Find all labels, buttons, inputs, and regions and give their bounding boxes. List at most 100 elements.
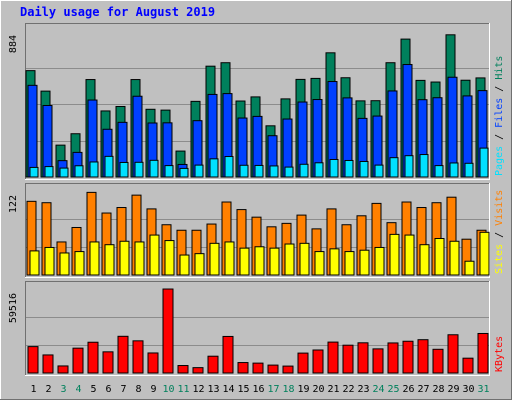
legend-hits: Pages / Files / Hits: [494, 56, 505, 176]
day-label: 25: [387, 384, 399, 395]
bar-sites: [149, 234, 160, 276]
day-label: 14: [222, 384, 234, 395]
bar-kbytes: [417, 339, 429, 374]
bar-pages: [269, 165, 279, 178]
day-label: 2: [45, 384, 51, 395]
bar-sites: [449, 240, 460, 276]
day-label: 4: [75, 384, 81, 395]
bar-kbytes: [462, 357, 474, 374]
bar-kbytes: [267, 364, 279, 374]
bar-pages: [359, 160, 369, 178]
day-label: 15: [237, 384, 249, 395]
panel-hits: 884 Pages / Files / Hits: [8, 23, 505, 180]
bar-pages: [254, 164, 264, 178]
y-max-label: 122: [8, 195, 19, 213]
day-label: 24: [372, 384, 384, 395]
bar-sites: [29, 250, 40, 276]
bar-sites: [239, 247, 250, 276]
bar-kbytes: [327, 341, 339, 374]
bar-sites: [299, 242, 310, 276]
chart-title: Daily usage for August 2019: [20, 5, 215, 19]
bar-pages: [419, 154, 429, 178]
legend-separator: /: [494, 128, 505, 146]
bar-kbytes: [162, 288, 174, 374]
bar-sites: [59, 252, 70, 276]
bar-pages: [29, 166, 39, 178]
day-label: 17: [267, 384, 279, 395]
day-label: 22: [342, 384, 354, 395]
bar-kbytes: [147, 352, 159, 374]
bar-sites: [209, 242, 220, 276]
bar-kbytes: [447, 334, 459, 374]
bar-pages: [299, 163, 309, 178]
bar-kbytes: [387, 342, 399, 374]
bar-pages: [434, 165, 444, 178]
bar-pages: [179, 167, 189, 178]
bar-sites: [464, 260, 475, 276]
bar-pages: [224, 156, 234, 178]
legend-item: KBytes: [494, 336, 505, 372]
bar-kbytes: [252, 362, 264, 374]
bar-sites: [194, 253, 205, 276]
bar-sites: [389, 233, 400, 276]
y-max-label: 59516: [8, 293, 19, 323]
legend-item: Pages: [494, 146, 505, 176]
bar-kbytes: [87, 341, 99, 374]
legend-item: Visits: [494, 190, 505, 226]
day-label: 18: [282, 384, 294, 395]
bar-pages: [404, 155, 414, 178]
day-label: 19: [297, 384, 309, 395]
bar-sites: [344, 251, 355, 276]
y-max-label: 884: [8, 35, 19, 53]
day-label: 12: [192, 384, 204, 395]
legend-item: Files: [494, 98, 505, 128]
bar-kbytes: [477, 332, 489, 374]
bar-kbytes: [27, 346, 39, 374]
day-label: 6: [105, 384, 111, 395]
bar-pages: [119, 161, 129, 178]
bar-sites: [254, 246, 265, 276]
bar-pages: [74, 165, 84, 178]
bar-pages: [329, 158, 339, 178]
bar-kbytes: [237, 362, 249, 374]
day-label: 10: [162, 384, 174, 395]
day-label: 26: [402, 384, 414, 395]
legend-visits: Sites / Visits: [494, 190, 505, 274]
day-labels: 1 2 3 4 5 6 7 8 9 10 11 12 13 14 15 16 17 18 19 20 21 22 23 24 2…: [30, 384, 489, 395]
bar-sites: [89, 241, 100, 276]
day-label: 7: [120, 384, 126, 395]
bar-pages: [389, 157, 399, 178]
bar-pages: [344, 159, 354, 178]
panel-visits: 122 Sites / Visits: [8, 183, 505, 278]
bar-pages: [314, 162, 324, 178]
bar-kbytes: [312, 349, 324, 374]
bar-kbytes: [117, 335, 129, 374]
day-label: 8: [135, 384, 141, 395]
bar-pages: [44, 166, 54, 178]
bar-kbytes: [297, 352, 309, 374]
bar-kbytes: [342, 344, 354, 374]
day-label: 29: [447, 384, 459, 395]
day-label: 31: [477, 384, 489, 395]
legend-item: Hits: [494, 56, 505, 80]
day-label: 3: [60, 384, 66, 395]
bar-sites: [374, 246, 385, 276]
day-label: 27: [417, 384, 429, 395]
bar-pages: [134, 161, 144, 178]
bar-pages: [239, 164, 249, 178]
bar-pages: [284, 166, 294, 178]
day-label: 28: [432, 384, 444, 395]
bar-pages: [104, 155, 114, 178]
bar-kbytes: [192, 367, 204, 374]
bar-kbytes: [222, 335, 234, 374]
bar-sites: [419, 244, 430, 276]
day-label: 1: [30, 384, 36, 395]
bar-kbytes: [72, 347, 84, 374]
bar-sites: [329, 248, 340, 276]
bar-sites: [314, 251, 325, 276]
bar-sites: [404, 234, 415, 276]
bar-kbytes: [402, 340, 414, 374]
bar-sites: [284, 243, 295, 276]
bar-sites: [359, 249, 370, 276]
panel-kbytes: 59516 KBytes: [8, 281, 505, 376]
